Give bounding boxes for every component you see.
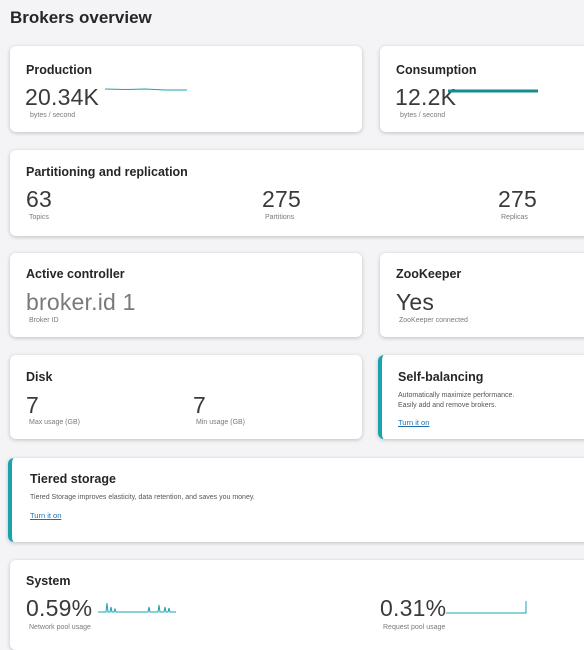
production-title: Production xyxy=(26,63,92,77)
disk-max-label: Max usage (GB) xyxy=(29,419,80,426)
system-title: System xyxy=(26,574,71,588)
controller-title: Active controller xyxy=(26,267,125,281)
zookeeper-value: Yes xyxy=(396,289,435,315)
zookeeper-card[interactable]: ZooKeeper Yes ZooKeeper connected xyxy=(380,253,584,337)
consumption-sparkline xyxy=(448,89,538,93)
replicas-label: Replicas xyxy=(501,214,528,221)
request-pool-label: Request pool usage xyxy=(383,624,446,631)
production-value: 20.34K xyxy=(25,84,100,110)
self-balancing-card[interactable]: Self-balancing Automatically maximize pe… xyxy=(378,355,584,439)
partitions-label: Partitions xyxy=(265,214,295,221)
self-balancing-title: Self-balancing xyxy=(398,370,484,384)
disk-max-value: 7 xyxy=(26,392,39,418)
controller-value: broker.id 1 xyxy=(26,289,136,315)
partitioning-card[interactable]: Partitioning and replication 63 Topics 2… xyxy=(10,150,584,236)
partitioning-title: Partitioning and replication xyxy=(26,165,188,179)
disk-min-value: 7 xyxy=(193,392,206,418)
zookeeper-title: ZooKeeper xyxy=(396,267,462,281)
self-balancing-desc-2: Easily add and remove brokers. xyxy=(398,402,497,409)
disk-min-label: Min usage (GB) xyxy=(196,419,246,426)
partitions-value: 275 xyxy=(262,186,301,212)
topics-label: Topics xyxy=(29,214,49,221)
replicas-value: 275 xyxy=(498,186,537,212)
disk-title: Disk xyxy=(26,370,53,384)
topics-value: 63 xyxy=(26,186,52,212)
controller-label: Broker ID xyxy=(29,317,59,324)
self-balancing-turn-on-link[interactable]: Turn it on xyxy=(398,418,430,427)
consumption-card[interactable]: Consumption 12.2K bytes / second xyxy=(380,46,584,132)
page-title: Brokers overview xyxy=(10,8,152,27)
production-unit: bytes / second xyxy=(30,112,76,119)
tiered-storage-card[interactable]: Tiered storage Tiered Storage improves e… xyxy=(8,458,584,542)
zookeeper-label: ZooKeeper connected xyxy=(399,317,468,324)
consumption-unit: bytes / second xyxy=(400,112,446,119)
network-pool-sparkline xyxy=(98,602,176,613)
request-pool-sparkline xyxy=(446,601,527,614)
consumption-title: Consumption xyxy=(396,63,477,77)
consumption-value: 12.2K xyxy=(395,84,457,110)
disk-card[interactable]: Disk 7 Max usage (GB) 7 Min usage (GB) xyxy=(10,355,362,439)
tiered-storage-turn-on-link[interactable]: Turn it on xyxy=(30,511,62,520)
network-pool-value: 0.59% xyxy=(26,595,93,621)
production-sparkline xyxy=(104,88,187,91)
network-pool-label: Network pool usage xyxy=(29,624,91,631)
self-balancing-desc-1: Automatically maximize performance. xyxy=(398,392,515,399)
production-card[interactable]: Production 20.34K bytes / second xyxy=(10,46,362,132)
system-card[interactable]: System 0.59% Network pool usage 0.31% Re… xyxy=(10,560,584,650)
tiered-storage-desc: Tiered Storage improves elasticity, data… xyxy=(30,494,255,501)
request-pool-value: 0.31% xyxy=(380,595,447,621)
active-controller-card[interactable]: Active controller broker.id 1 Broker ID xyxy=(10,253,362,337)
tiered-storage-title: Tiered storage xyxy=(30,472,116,486)
